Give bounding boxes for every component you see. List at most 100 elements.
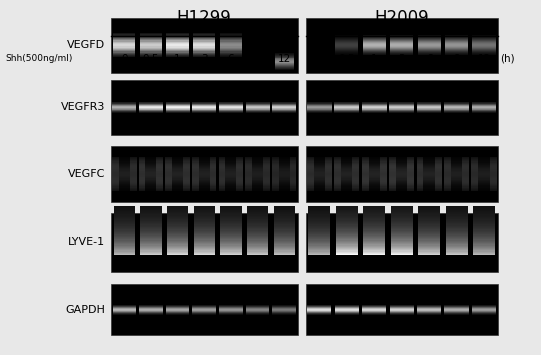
Bar bbox=[396, 159, 407, 160]
Bar bbox=[417, 107, 441, 108]
Bar bbox=[146, 180, 156, 181]
Bar bbox=[389, 176, 396, 178]
Bar bbox=[390, 109, 414, 110]
Bar bbox=[472, 42, 496, 43]
Bar bbox=[418, 238, 440, 239]
Bar bbox=[140, 236, 162, 237]
Bar bbox=[245, 179, 252, 180]
Bar bbox=[368, 175, 380, 176]
Bar bbox=[130, 190, 136, 191]
Bar bbox=[418, 39, 441, 40]
Bar bbox=[156, 168, 163, 169]
Bar bbox=[220, 246, 241, 247]
Bar bbox=[194, 233, 215, 234]
Bar bbox=[246, 306, 269, 307]
Bar bbox=[490, 180, 497, 181]
Bar bbox=[140, 214, 162, 215]
Bar bbox=[156, 176, 163, 178]
Bar bbox=[335, 45, 358, 46]
Bar bbox=[246, 309, 269, 310]
Bar bbox=[167, 49, 189, 50]
Bar bbox=[113, 53, 135, 54]
Bar bbox=[275, 66, 294, 67]
Bar bbox=[418, 212, 440, 213]
Bar bbox=[114, 206, 135, 207]
Bar bbox=[362, 111, 387, 112]
Bar bbox=[219, 175, 226, 176]
Bar bbox=[435, 165, 442, 166]
Bar bbox=[307, 165, 314, 166]
Text: (h): (h) bbox=[500, 54, 515, 64]
Bar bbox=[140, 39, 162, 40]
Bar bbox=[130, 163, 136, 164]
Bar bbox=[335, 52, 358, 53]
Bar bbox=[194, 218, 215, 219]
Bar bbox=[445, 52, 468, 53]
Bar bbox=[361, 180, 368, 181]
Bar bbox=[183, 173, 190, 174]
Bar bbox=[353, 174, 359, 175]
Bar bbox=[364, 228, 385, 229]
Bar bbox=[167, 242, 188, 243]
Bar bbox=[391, 217, 413, 218]
Bar bbox=[368, 176, 380, 178]
Bar bbox=[472, 112, 496, 113]
Bar bbox=[245, 158, 252, 159]
Bar bbox=[336, 252, 358, 253]
Bar bbox=[272, 165, 279, 166]
Bar bbox=[114, 222, 135, 223]
Bar bbox=[391, 211, 413, 212]
Bar bbox=[272, 103, 296, 104]
Bar bbox=[490, 163, 497, 164]
Bar bbox=[183, 184, 190, 185]
Bar bbox=[445, 51, 468, 52]
Bar bbox=[424, 170, 435, 172]
Bar bbox=[210, 158, 216, 159]
Bar bbox=[446, 213, 467, 214]
Bar bbox=[118, 185, 130, 186]
Bar bbox=[445, 40, 468, 41]
Bar bbox=[246, 314, 269, 315]
Bar bbox=[236, 179, 243, 180]
Bar bbox=[325, 168, 332, 169]
Bar bbox=[396, 189, 407, 190]
Bar bbox=[435, 175, 442, 176]
Bar bbox=[113, 54, 135, 55]
Bar bbox=[380, 174, 387, 175]
Bar bbox=[219, 181, 226, 182]
Bar bbox=[183, 167, 190, 168]
Bar bbox=[364, 212, 385, 213]
Bar bbox=[219, 179, 226, 180]
Bar bbox=[272, 160, 279, 162]
Bar bbox=[490, 158, 497, 159]
Bar bbox=[325, 186, 332, 187]
Bar bbox=[424, 184, 435, 185]
Bar bbox=[364, 208, 385, 209]
Bar bbox=[307, 184, 314, 185]
Bar bbox=[417, 182, 424, 183]
Bar bbox=[272, 162, 279, 163]
Bar bbox=[252, 172, 263, 173]
Bar bbox=[472, 43, 496, 44]
Bar bbox=[473, 238, 495, 239]
Bar bbox=[444, 164, 451, 165]
Bar bbox=[194, 225, 215, 227]
Bar bbox=[361, 182, 368, 183]
Bar bbox=[417, 167, 424, 168]
Bar bbox=[114, 232, 135, 233]
Bar bbox=[435, 158, 442, 159]
Bar bbox=[417, 176, 424, 178]
Bar bbox=[192, 174, 199, 175]
Bar bbox=[334, 103, 359, 104]
Bar bbox=[335, 314, 359, 315]
Bar bbox=[335, 39, 358, 40]
Bar bbox=[199, 190, 210, 191]
Bar bbox=[380, 173, 387, 174]
Bar bbox=[140, 206, 162, 207]
Bar bbox=[167, 45, 189, 47]
Bar bbox=[275, 62, 294, 64]
Bar bbox=[451, 162, 462, 163]
Bar bbox=[236, 173, 243, 174]
Bar bbox=[308, 223, 331, 224]
Bar bbox=[247, 246, 268, 247]
